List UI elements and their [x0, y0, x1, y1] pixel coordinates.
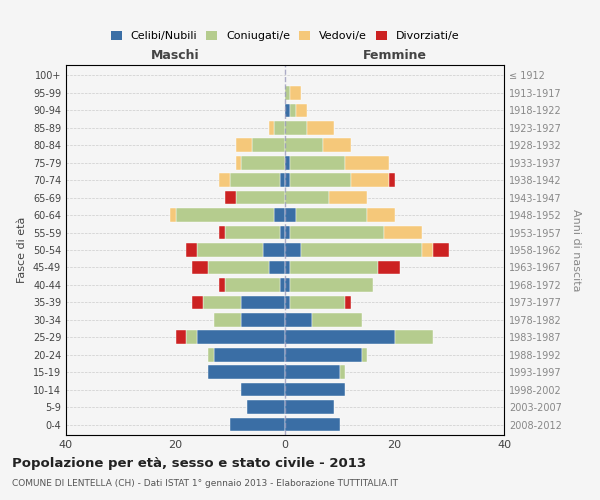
Bar: [285, 121, 307, 134]
Bar: [285, 418, 340, 432]
Bar: [329, 191, 367, 204]
Bar: [285, 330, 395, 344]
Bar: [285, 138, 323, 152]
Bar: [236, 191, 285, 204]
Bar: [187, 330, 197, 344]
Bar: [383, 226, 422, 239]
Bar: [247, 400, 285, 414]
Bar: [220, 174, 230, 187]
Bar: [433, 243, 449, 257]
Y-axis label: Anni di nascita: Anni di nascita: [571, 209, 581, 291]
Bar: [367, 208, 395, 222]
Bar: [290, 104, 296, 117]
Bar: [285, 296, 290, 309]
Bar: [176, 330, 187, 344]
Bar: [241, 313, 285, 326]
Bar: [345, 156, 389, 170]
Bar: [290, 226, 383, 239]
Bar: [285, 156, 290, 170]
Bar: [236, 138, 252, 152]
Text: Maschi: Maschi: [151, 50, 200, 62]
Bar: [285, 243, 301, 257]
Bar: [263, 243, 285, 257]
Bar: [290, 296, 345, 309]
Bar: [197, 330, 285, 344]
Bar: [176, 208, 274, 222]
Bar: [340, 366, 345, 379]
Bar: [290, 156, 345, 170]
Bar: [220, 226, 225, 239]
Text: COMUNE DI LENTELLA (CH) - Dati ISTAT 1° gennaio 2013 - Elaborazione TUTTITALIA.I: COMUNE DI LENTELLA (CH) - Dati ISTAT 1° …: [12, 479, 398, 488]
Bar: [290, 260, 378, 274]
Bar: [422, 243, 433, 257]
Bar: [225, 278, 280, 291]
Bar: [290, 86, 301, 100]
Bar: [269, 260, 285, 274]
Bar: [296, 104, 307, 117]
Bar: [285, 313, 313, 326]
Bar: [280, 174, 285, 187]
Bar: [285, 104, 290, 117]
Bar: [208, 348, 214, 362]
Bar: [280, 278, 285, 291]
Bar: [285, 383, 345, 396]
Bar: [307, 121, 334, 134]
Bar: [290, 174, 351, 187]
Bar: [208, 260, 269, 274]
Bar: [345, 296, 351, 309]
Bar: [280, 226, 285, 239]
Bar: [313, 313, 362, 326]
Bar: [285, 226, 290, 239]
Bar: [285, 174, 290, 187]
Text: Popolazione per età, sesso e stato civile - 2013: Popolazione per età, sesso e stato civil…: [12, 458, 366, 470]
Bar: [285, 260, 290, 274]
Bar: [170, 208, 176, 222]
Bar: [203, 296, 241, 309]
Bar: [214, 348, 285, 362]
Bar: [197, 243, 263, 257]
Bar: [285, 348, 362, 362]
Bar: [192, 296, 203, 309]
Bar: [362, 348, 367, 362]
Bar: [389, 174, 395, 187]
Bar: [230, 174, 280, 187]
Bar: [285, 208, 296, 222]
Bar: [236, 156, 241, 170]
Bar: [220, 278, 225, 291]
Bar: [285, 86, 290, 100]
Bar: [225, 191, 236, 204]
Bar: [252, 138, 285, 152]
Bar: [395, 330, 433, 344]
Bar: [323, 138, 350, 152]
Bar: [208, 366, 285, 379]
Bar: [241, 156, 285, 170]
Bar: [214, 313, 241, 326]
Bar: [378, 260, 400, 274]
Bar: [241, 296, 285, 309]
Bar: [301, 243, 422, 257]
Bar: [285, 191, 329, 204]
Bar: [241, 383, 285, 396]
Bar: [350, 174, 389, 187]
Text: Femmine: Femmine: [362, 50, 427, 62]
Bar: [187, 243, 197, 257]
Bar: [192, 260, 208, 274]
Bar: [296, 208, 367, 222]
Legend: Celibi/Nubili, Coniugati/e, Vedovi/e, Divorziati/e: Celibi/Nubili, Coniugati/e, Vedovi/e, Di…: [106, 26, 464, 46]
Bar: [290, 278, 373, 291]
Bar: [269, 121, 274, 134]
Bar: [274, 208, 285, 222]
Y-axis label: Fasce di età: Fasce di età: [17, 217, 27, 283]
Bar: [285, 278, 290, 291]
Bar: [230, 418, 285, 432]
Bar: [285, 366, 340, 379]
Bar: [285, 400, 334, 414]
Bar: [225, 226, 280, 239]
Bar: [274, 121, 285, 134]
